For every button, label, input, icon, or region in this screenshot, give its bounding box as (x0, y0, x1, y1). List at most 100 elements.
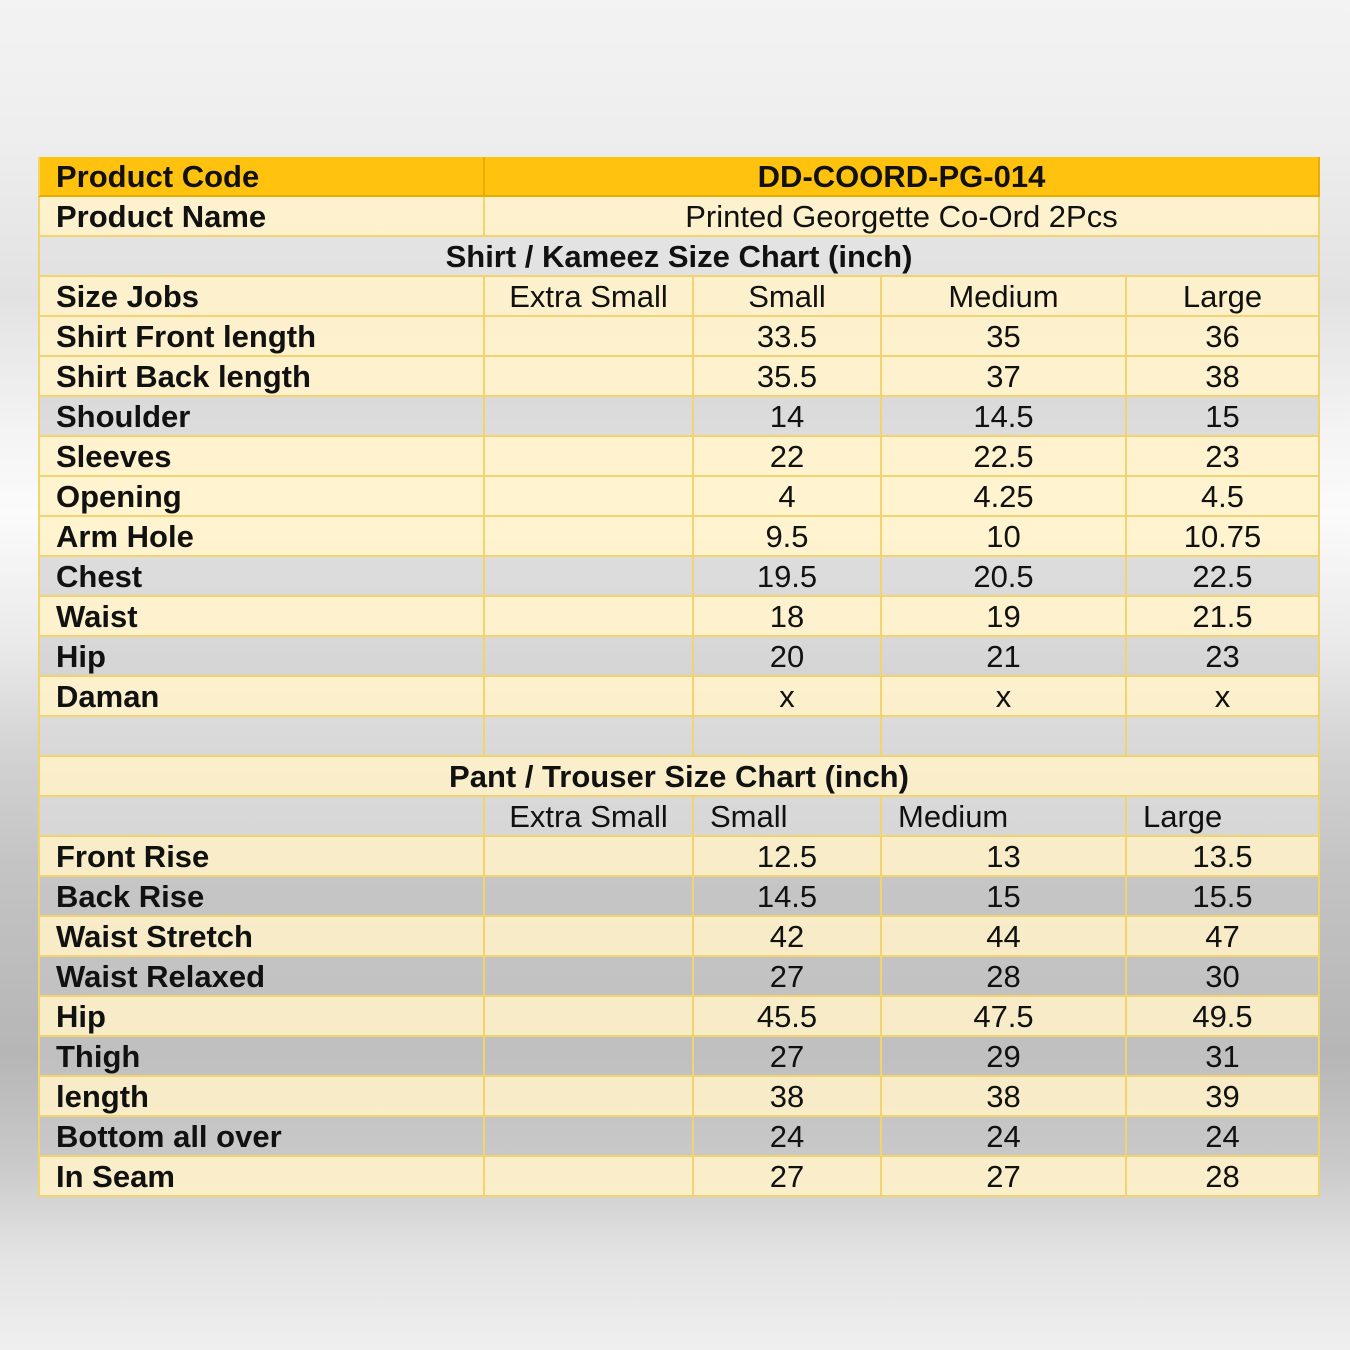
cell-large: 4.5 (1127, 477, 1320, 517)
cell-medium: 47.5 (882, 997, 1127, 1037)
cell-large: 24 (1127, 1117, 1320, 1157)
spacer-cell (38, 717, 485, 757)
cell-large: 15 (1127, 397, 1320, 437)
table-row: Shirt Front length 33.5 35 36 (38, 317, 1323, 357)
cell-small: 12.5 (694, 837, 882, 877)
shirt-section-title: Shirt / Kameez Size Chart (inch) (38, 237, 1320, 277)
cell-extra-small (485, 877, 694, 917)
cell-extra-small (485, 437, 694, 477)
cell-extra-small (485, 837, 694, 877)
row-label: Bottom all over (38, 1117, 485, 1157)
table-row: In Seam 27 27 28 (38, 1157, 1323, 1197)
table-row: Bottom all over 24 24 24 (38, 1117, 1323, 1157)
cell-extra-small (485, 317, 694, 357)
product-code-value: DD-COORD-PG-014 (485, 157, 1320, 197)
cell-large: 39 (1127, 1077, 1320, 1117)
shirt-section-title-row: Shirt / Kameez Size Chart (inch) (38, 237, 1323, 277)
table-row: Waist 18 19 21.5 (38, 597, 1323, 637)
cell-medium: 37 (882, 357, 1127, 397)
table-row: Chest 19.5 20.5 22.5 (38, 557, 1323, 597)
pant-header-large: Large (1127, 797, 1320, 837)
row-label: Waist (38, 597, 485, 637)
table-row: Thigh 27 29 31 (38, 1037, 1323, 1077)
cell-large: 22.5 (1127, 557, 1320, 597)
cell-medium: 22.5 (882, 437, 1127, 477)
spacer-row (38, 717, 1323, 757)
table-row: Sleeves 22 22.5 23 (38, 437, 1323, 477)
row-label: Sleeves (38, 437, 485, 477)
table-row: Shirt Back length 35.5 37 38 (38, 357, 1323, 397)
cell-extra-small (485, 997, 694, 1037)
row-label: Shirt Front length (38, 317, 485, 357)
table-row: Back Rise 14.5 15 15.5 (38, 877, 1323, 917)
cell-medium: 21 (882, 637, 1127, 677)
row-label: Arm Hole (38, 517, 485, 557)
cell-large: 15.5 (1127, 877, 1320, 917)
cell-extra-small (485, 677, 694, 717)
table-row: Shoulder 14 14.5 15 (38, 397, 1323, 437)
shirt-header-medium: Medium (882, 277, 1127, 317)
row-label: Waist Stretch (38, 917, 485, 957)
spacer-cell (694, 717, 882, 757)
pant-header-small: Small (694, 797, 882, 837)
shirt-header-row: Size Jobs Extra Small Small Medium Large (38, 277, 1323, 317)
cell-medium: 24 (882, 1117, 1127, 1157)
cell-small: 22 (694, 437, 882, 477)
cell-small: 20 (694, 637, 882, 677)
row-label: Shirt Back length (38, 357, 485, 397)
cell-small: 14.5 (694, 877, 882, 917)
cell-medium: 4.25 (882, 477, 1127, 517)
cell-large: 13.5 (1127, 837, 1320, 877)
table-row: length 38 38 39 (38, 1077, 1323, 1117)
cell-large: 30 (1127, 957, 1320, 997)
cell-extra-small (485, 557, 694, 597)
table-row: Hip 20 21 23 (38, 637, 1323, 677)
cell-small: 9.5 (694, 517, 882, 557)
cell-small: 27 (694, 1157, 882, 1197)
cell-medium: 20.5 (882, 557, 1127, 597)
product-code-label: Product Code (38, 157, 485, 197)
row-label: Waist Relaxed (38, 957, 485, 997)
row-label: Hip (38, 637, 485, 677)
cell-large: x (1127, 677, 1320, 717)
shirt-rows: Shirt Front length 33.5 35 36 Shirt Back len… (38, 317, 1323, 717)
cell-small: 27 (694, 957, 882, 997)
cell-extra-small (485, 397, 694, 437)
row-label: Opening (38, 477, 485, 517)
cell-medium: 13 (882, 837, 1127, 877)
cell-medium: 15 (882, 877, 1127, 917)
cell-large: 47 (1127, 917, 1320, 957)
cell-small: 19.5 (694, 557, 882, 597)
table-row: Opening 4 4.25 4.5 (38, 477, 1323, 517)
cell-small: 24 (694, 1117, 882, 1157)
product-code-row: Product Code DD-COORD-PG-014 (38, 157, 1323, 197)
shirt-header-small: Small (694, 277, 882, 317)
row-label: In Seam (38, 1157, 485, 1197)
cell-large: 38 (1127, 357, 1320, 397)
row-label: Hip (38, 997, 485, 1037)
spacer-cell (1127, 717, 1320, 757)
cell-small: 18 (694, 597, 882, 637)
cell-large: 36 (1127, 317, 1320, 357)
cell-large: 21.5 (1127, 597, 1320, 637)
cell-extra-small (485, 1117, 694, 1157)
cell-medium: x (882, 677, 1127, 717)
row-label: Front Rise (38, 837, 485, 877)
cell-extra-small (485, 357, 694, 397)
pant-header-blank (38, 797, 485, 837)
cell-large: 31 (1127, 1037, 1320, 1077)
row-label: Shoulder (38, 397, 485, 437)
cell-small: 45.5 (694, 997, 882, 1037)
cell-medium: 29 (882, 1037, 1127, 1077)
cell-small: 38 (694, 1077, 882, 1117)
cell-small: x (694, 677, 882, 717)
pant-header-extra-small: Extra Small (485, 797, 694, 837)
spacer-cell (882, 717, 1127, 757)
cell-small: 27 (694, 1037, 882, 1077)
table-row: Waist Relaxed 27 28 30 (38, 957, 1323, 997)
cell-medium: 27 (882, 1157, 1127, 1197)
cell-extra-small (485, 637, 694, 677)
cell-medium: 19 (882, 597, 1127, 637)
cell-medium: 44 (882, 917, 1127, 957)
cell-extra-small (485, 1077, 694, 1117)
